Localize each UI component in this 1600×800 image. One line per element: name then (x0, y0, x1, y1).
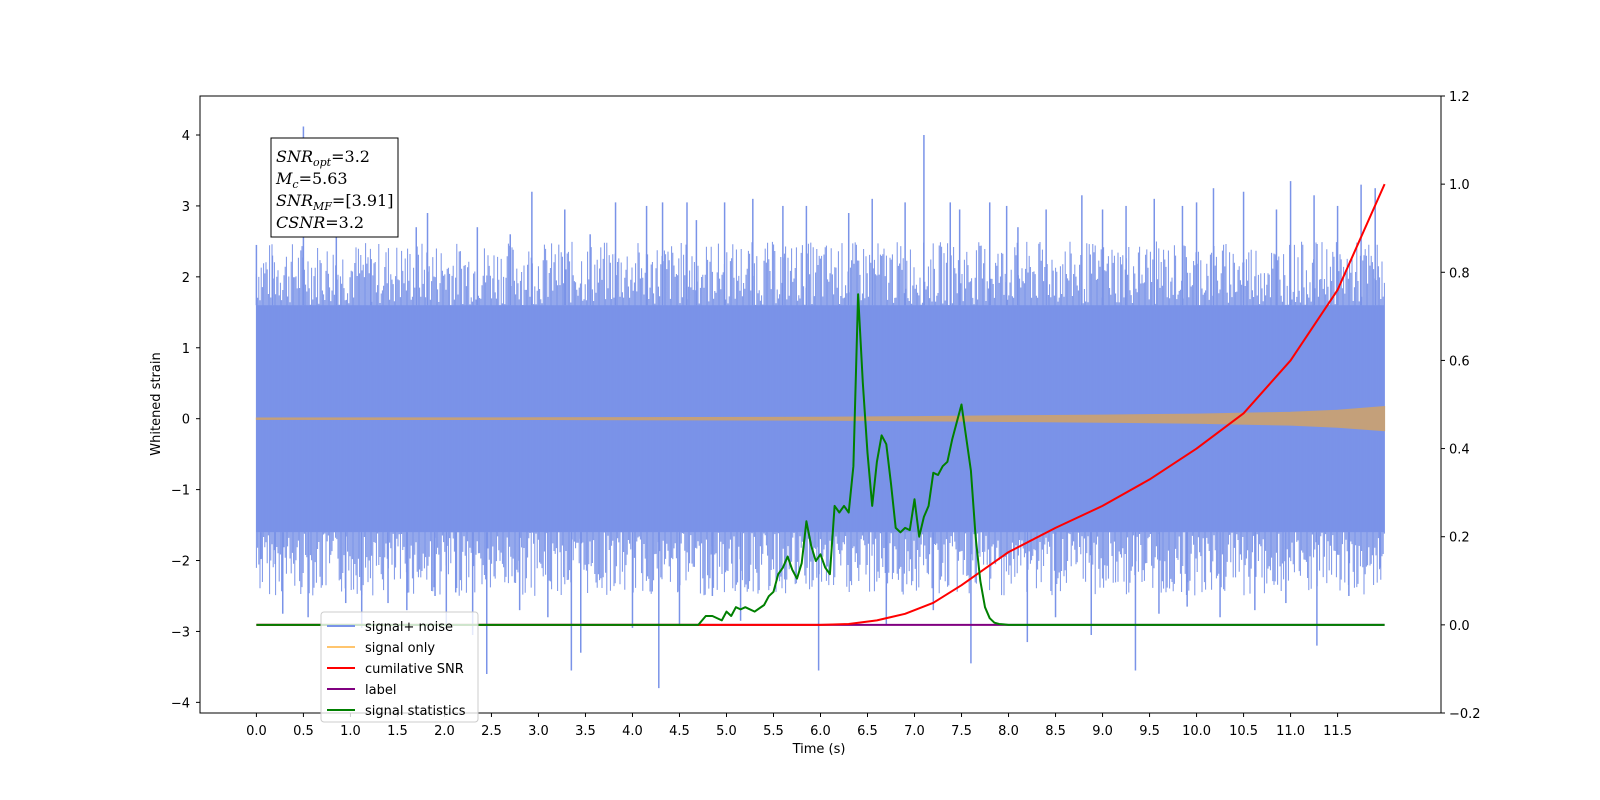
annotation-frame (270, 137, 399, 238)
x-tick-label: 5.5 (763, 724, 784, 739)
series-cumulative-snr-line (256, 183, 1386, 626)
y-axis-right: 1.2 1.0 0.8 0.6 0.4 0.2 0.0 −0.2 (1441, 90, 1481, 722)
x-tick-label: 3.0 (528, 724, 549, 739)
legend-label: cumilative SNR (365, 662, 464, 677)
legend-label: signal only (365, 641, 435, 656)
data-layer (255, 126, 1386, 689)
x-tick-label: 9.5 (1139, 724, 1160, 739)
annotation-subscript: c (292, 178, 298, 191)
x-tick-label: 0.5 (293, 724, 314, 739)
x-tick-label: 2.5 (481, 724, 502, 739)
y-right-tick-label: 1.2 (1449, 90, 1470, 105)
annotation-symbol: M (275, 169, 293, 188)
y-left-tick-label: 2 (182, 271, 190, 286)
y-left-tick-label: 0 (182, 413, 190, 428)
annotation-value: =5.63 (299, 169, 348, 188)
annotation-value: =3.2 (331, 147, 370, 166)
x-tick-label: 10.5 (1229, 724, 1258, 739)
y-left-tick-label: 3 (182, 200, 190, 215)
y-right-tick-label: 0.2 (1449, 531, 1470, 546)
legend: signal+ noise signal only cumilative SNR la… (320, 611, 479, 723)
x-tick-label: 11.5 (1323, 724, 1352, 739)
y-left-tick-label: −2 (171, 555, 190, 570)
y-right-tick-label: 0.6 (1449, 354, 1470, 369)
x-tick-label: 8.5 (1045, 724, 1066, 739)
y-right-tick-label: 0.8 (1449, 266, 1470, 281)
annotation-symbol: SNR (276, 191, 313, 210)
annotation-line: CSNR=3.2 (276, 213, 364, 232)
x-tick-label: 1.0 (340, 724, 361, 739)
x-tick-label: 11.0 (1276, 724, 1305, 739)
annotation-line: SNRopt=3.2 (276, 147, 370, 169)
y-right-tick-label: 0.0 (1449, 619, 1470, 634)
annotation-line: Mc=5.63 (275, 169, 348, 191)
x-axis: 0.0 0.5 1.0 1.5 2.0 2.5 3.0 3.5 4.0 4.5 5.0 5.5 6.0 6… (246, 713, 1352, 739)
annotation-symbol: CSNR (276, 213, 325, 232)
y-left-tick-label: 1 (182, 342, 190, 357)
x-tick-label: 3.5 (575, 724, 596, 739)
signal-only-envelope (255, 406, 1386, 432)
y-right-tick-label: 0.4 (1449, 443, 1470, 458)
legend-label: signal+ noise (365, 620, 453, 635)
legend-frame (320, 611, 479, 723)
x-tick-label: 7.5 (951, 724, 972, 739)
series-signal-only (255, 406, 1386, 432)
x-tick-label: 9.0 (1092, 724, 1113, 739)
annotation-line: SNRMF=[3.91] (276, 191, 393, 213)
annotation-value: =3.2 (325, 213, 364, 232)
x-tick-label: 6.0 (810, 724, 831, 739)
legend-label: signal statistics (365, 704, 466, 719)
annotation-subscript: opt (313, 156, 332, 169)
x-axis-title: Time (s) (792, 742, 846, 757)
x-tick-label: 5.0 (716, 724, 737, 739)
x-tick-label: 0.0 (246, 724, 267, 739)
x-tick-label: 10.0 (1182, 724, 1211, 739)
y-right-tick-label: 1.0 (1449, 178, 1470, 193)
x-tick-label: 4.0 (622, 724, 643, 739)
y-axis-left: 4 3 2 1 0 −1 −2 −3 −4 (171, 129, 200, 711)
annotation-subscript: MF (312, 200, 332, 213)
y-right-tick-label: −0.2 (1449, 707, 1481, 722)
x-tick-label: 4.5 (669, 724, 690, 739)
y-left-tick-label: −3 (171, 625, 190, 640)
x-tick-label: 6.5 (857, 724, 878, 739)
legend-label: label (365, 683, 396, 698)
y-left-tick-label: −1 (171, 484, 190, 499)
x-tick-label: 7.0 (904, 724, 925, 739)
x-tick-label: 1.5 (387, 724, 408, 739)
x-tick-label: 8.0 (998, 724, 1019, 739)
x-tick-label: 2.0 (434, 724, 455, 739)
annotation-symbol: SNR (276, 147, 313, 166)
y-left-tick-label: 4 (182, 129, 190, 144)
annotation-value: =[3.91] (332, 191, 394, 210)
y-left-tick-label: −4 (171, 696, 190, 711)
y-axis-title: Whitened strain (149, 352, 164, 455)
series-signal-statistics-line (256, 293, 1385, 626)
